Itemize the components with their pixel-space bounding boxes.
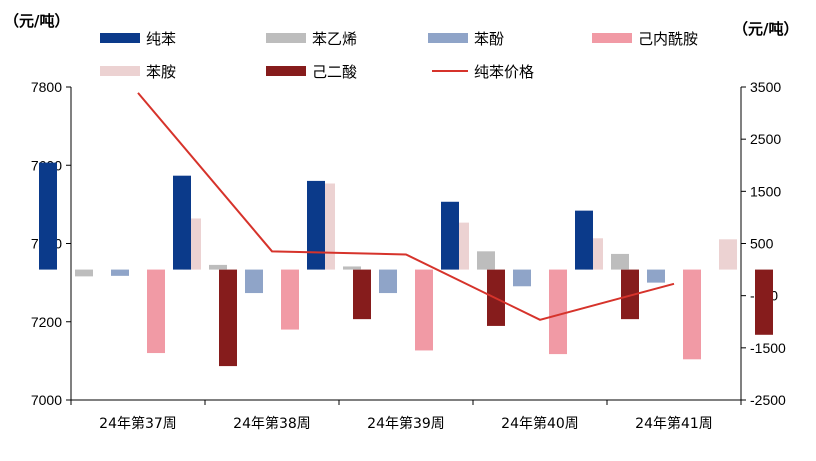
bar [353,269,371,320]
bar [281,269,299,330]
bar [575,210,593,270]
axes: 70007200740076007800-2500-1500-500500150… [31,79,786,408]
bar [219,269,237,367]
bar [441,201,459,270]
category-label: 24年第38周 [233,415,311,432]
bar [173,175,191,270]
category-label: 24年第37周 [99,415,177,432]
series-line [137,92,675,321]
left-tick-label: 7200 [31,314,62,330]
right-tick-label: 1500 [750,183,781,199]
bar [111,269,129,276]
right-tick-label: 3500 [750,79,781,95]
legend-label: 纯苯 [146,30,176,48]
bar [611,253,629,270]
right-tick-label: -2500 [750,392,786,408]
right-axis-unit: （元/吨） [733,20,798,38]
legend-swatch [592,33,632,43]
bar [147,269,165,354]
legend-label: 己内酰胺 [638,30,698,48]
left-tick-label: 7800 [31,79,62,95]
legend-label: 苯酚 [474,30,504,48]
category-labels: 24年第37周 24年第38周 24年第39周 24年第40周 24年第41周 [99,415,713,432]
bar [39,162,57,270]
bar [477,251,495,270]
lines [137,92,675,321]
bar [307,180,325,270]
right-tick-label: -1500 [750,340,786,356]
right-tick-label: 500 [750,236,774,252]
bar [549,269,567,355]
bar [75,269,93,277]
bar [513,269,531,287]
legend-label: 纯苯价格 [474,63,534,81]
legend-label: 苯胺 [146,63,176,81]
legend-swatch [100,33,140,43]
category-label: 24年第39周 [367,415,445,432]
left-tick-label: 7000 [31,392,62,408]
bar [647,269,665,283]
legend-label: 苯乙烯 [312,30,357,48]
category-label: 24年第41周 [635,415,713,432]
bar [245,269,263,294]
bar [719,239,737,270]
bar [621,269,639,320]
legend-swatch [428,33,468,43]
bar [209,264,227,270]
legend-label: 己二酸 [312,63,357,81]
category-label: 24年第40周 [501,415,579,432]
bar [683,269,701,360]
right-tick-label: 2500 [750,131,781,147]
bars [39,162,773,367]
legend-swatch [100,66,140,76]
bar [379,269,397,294]
bar [755,269,773,335]
legend-swatch [266,66,306,76]
legend-swatch [266,33,306,43]
bar [415,269,433,351]
left-axis-unit: （元/吨） [4,12,69,30]
bar [343,266,361,270]
